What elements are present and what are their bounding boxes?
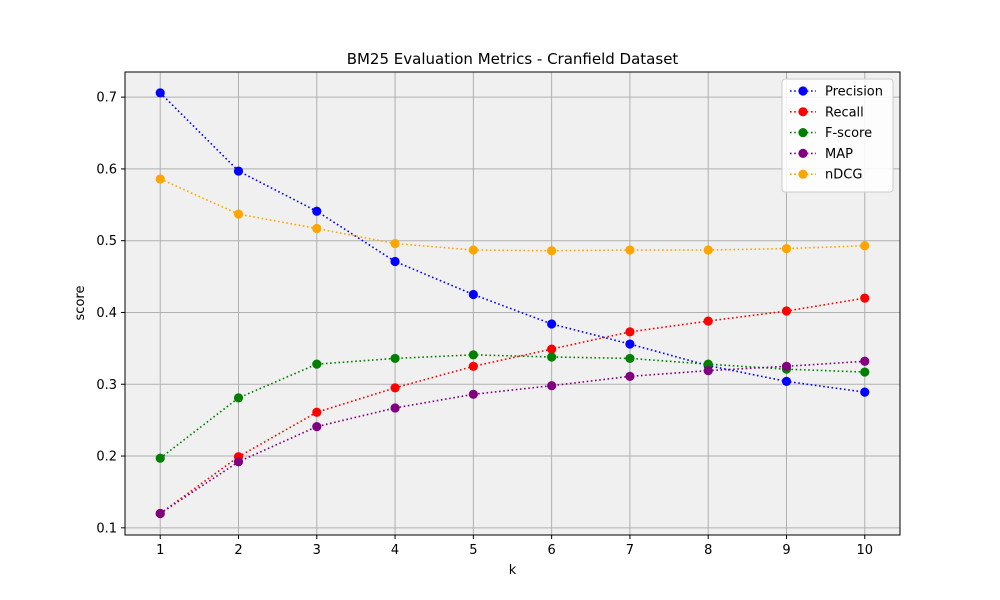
legend-item: F-score [790,126,872,141]
data-point [860,293,870,303]
data-point [312,223,322,234]
legend-marker [798,86,808,96]
data-point [233,457,244,467]
data-point [233,393,244,403]
data-point [312,359,322,369]
chart-title: BM25 Evaluation Metrics - Cranfield Data… [347,50,679,68]
data-point [468,389,478,399]
series-line [159,178,865,252]
x-tick-label: 3 [313,543,321,558]
x-tick-label: 5 [469,543,477,558]
legend-label: MAP [825,147,853,162]
data-point [703,245,713,255]
x-tick-label: 10 [856,543,873,558]
y-tick-label: 0.5 [96,234,117,249]
plot-frame [124,71,901,536]
data-point [625,327,635,337]
data-point [547,344,557,354]
x-tick-label: 7 [626,543,634,558]
data-point [468,289,478,300]
data-point [468,350,478,360]
legend-item: Precision [790,85,883,100]
data-point [860,367,870,377]
data-point [468,361,478,371]
legend-label: Recall [825,105,864,120]
data-point [625,353,635,364]
data-point [781,361,792,371]
y-tick-label: 0.6 [96,162,117,177]
data-point [703,366,713,376]
data-point [390,353,400,364]
x-tick-label: 9 [782,543,790,558]
data-point [625,371,635,381]
x-tick-label: 2 [234,543,242,558]
data-point [233,209,244,219]
data-point [781,306,792,316]
legend-label: nDCG [825,168,862,183]
legend-marker [798,169,808,179]
data-point [625,339,635,349]
data-point [703,316,713,326]
series-ndcg [155,174,870,256]
legend-marker [798,107,808,117]
data-point [547,246,557,256]
series-f-score [155,350,870,463]
x-axis-label: k [509,563,517,578]
data-point [312,206,322,216]
data-point [155,88,165,98]
data-point [312,407,322,417]
data-point [390,238,400,249]
data-point [468,245,478,255]
data-point [860,387,870,397]
series-line [159,360,865,515]
data-point [860,356,870,366]
legend-box [781,78,894,193]
x-tick-label: 8 [704,543,712,558]
data-point [155,453,165,463]
y-tick-label: 0.7 [96,91,117,106]
plot-area [125,72,900,535]
series-layer [155,88,870,519]
y-tick-label: 0.4 [96,306,117,321]
legend-label: F-score [825,126,872,141]
series-map [155,356,870,519]
y-axis-label: score [73,286,88,321]
x-tick-label: 4 [391,543,399,558]
data-point [703,359,713,369]
data-point [625,245,635,255]
legend-item: nDCG [790,168,862,183]
x-tick-label: 1 [156,543,164,558]
data-point [390,256,400,267]
x-tick-label: 6 [548,543,556,558]
data-point [155,508,165,519]
data-point [547,319,557,329]
legend-item: Recall [790,105,864,120]
data-point [390,383,400,393]
legend: Precision Recall F-score MAP nDCG [781,78,894,193]
data-point [781,376,792,386]
legend-marker [798,148,808,158]
data-point [781,243,792,254]
data-point [233,166,244,176]
data-point [390,403,400,413]
y-tick-label: 0.2 [96,450,117,465]
data-point [155,174,165,184]
y-tick-label: 0.3 [96,378,117,393]
data-point [547,352,557,362]
data-point [547,381,557,391]
series-precision [155,88,870,397]
y-tick-label: 0.1 [96,521,117,536]
legend-item: MAP [790,147,853,162]
data-point [860,241,870,251]
legend-label: Precision [825,85,883,100]
data-point [312,422,322,432]
legend-marker [798,128,808,138]
axis-ticks: 1 2 3 4 5 6 7 8 9 10 0.1 0.2 0.3 0.4 0.5 0.6 0.7 [96,91,873,558]
